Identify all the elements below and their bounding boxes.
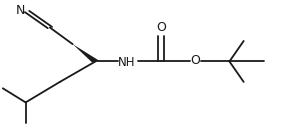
Text: NH: NH	[118, 56, 136, 69]
Text: O: O	[156, 21, 166, 34]
Text: O: O	[190, 54, 200, 67]
Polygon shape	[73, 44, 99, 62]
Text: N: N	[16, 4, 25, 17]
